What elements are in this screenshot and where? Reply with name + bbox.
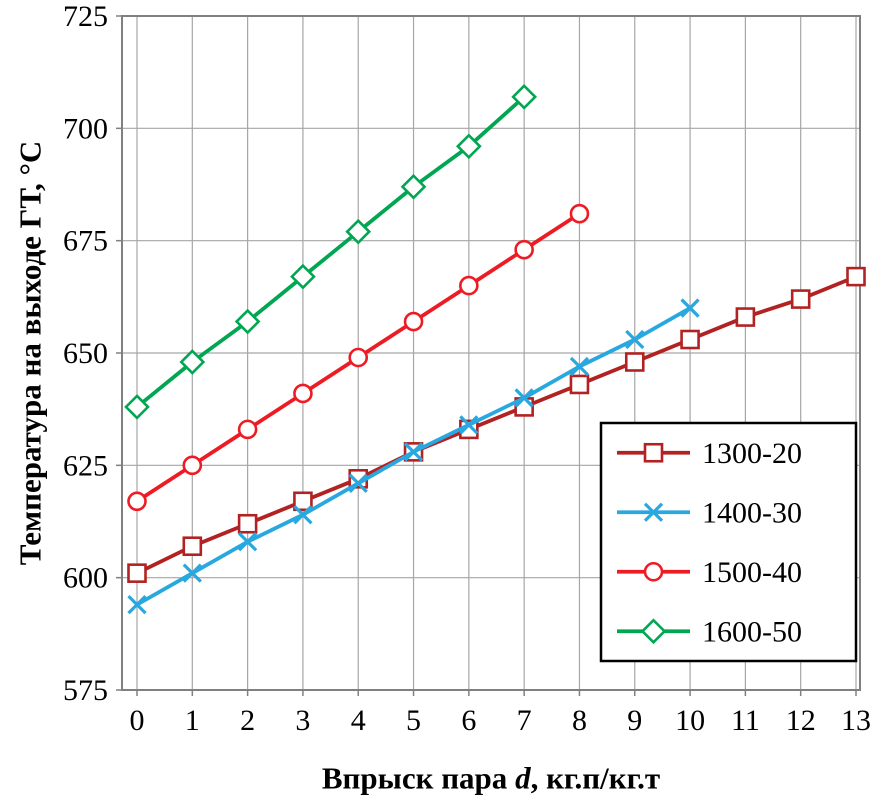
marker-x [514, 388, 534, 408]
y-tick-label: 600 [63, 562, 108, 595]
marker-x [182, 563, 202, 583]
x-tick-label: 5 [406, 704, 421, 737]
legend-label: 1300-20 [702, 437, 802, 470]
marker-x [625, 329, 645, 350]
marker-square [127, 563, 147, 583]
x-tick-label: 11 [731, 704, 760, 737]
marker-diamond [124, 394, 150, 420]
x-tick-label: 9 [627, 704, 642, 737]
x-tick-label: 8 [572, 704, 587, 737]
x-axis-title: Впрыск пара d, кг.п/кг.т [322, 763, 660, 794]
marker-diamond [234, 308, 261, 335]
marker-square [846, 266, 866, 287]
marker-x [348, 473, 368, 493]
y-tick-label: 675 [63, 225, 108, 258]
marker-circle [127, 491, 147, 512]
marker-x [293, 505, 313, 525]
legend-label: 1500-40 [702, 556, 802, 589]
y-tick-label: 700 [63, 112, 108, 145]
x-tick-label: 6 [461, 704, 476, 737]
x-axis-title-prefix: Впрыск пара [321, 760, 516, 796]
legend-item-1600-50: 1600-50 [617, 615, 802, 648]
marker-square [735, 307, 756, 327]
marker-square [643, 442, 664, 463]
x-tick-label: 13 [841, 704, 871, 737]
marker-circle [237, 419, 258, 440]
y-tick-label: 650 [63, 337, 108, 370]
x-tick-label: 12 [786, 704, 816, 737]
x-tick-label: 10 [675, 704, 705, 737]
marker-x [127, 594, 147, 615]
marker-square [569, 374, 590, 395]
series-1300-20 [127, 266, 866, 583]
marker-square [293, 491, 313, 512]
marker-circle [293, 383, 313, 404]
marker-circle [643, 561, 664, 582]
x-axis-title-suffix: , кг.п/кг.т [530, 760, 661, 796]
x-axis-title-variable: d [515, 760, 531, 796]
marker-diamond [511, 84, 537, 110]
marker-circle [514, 239, 534, 260]
marker-diamond [456, 133, 482, 160]
marker-x [403, 442, 424, 462]
marker-circle [459, 275, 479, 296]
marker-square [182, 536, 203, 557]
y-tick-label: 625 [63, 449, 108, 482]
marker-square [680, 329, 700, 350]
series-line [135, 94, 527, 409]
series-1600-50 [124, 84, 537, 420]
marker-diamond [345, 218, 372, 245]
x-tick-label: 3 [295, 704, 310, 737]
x-tick-label: 2 [240, 704, 255, 737]
marker-circle [182, 455, 203, 476]
x-tick-label: 0 [130, 704, 145, 737]
marker-circle [348, 347, 369, 368]
marker-x [237, 532, 258, 552]
marker-x [680, 298, 700, 318]
y-tick-label: 725 [63, 0, 108, 33]
marker-diamond [179, 349, 206, 375]
series-1500-40 [127, 203, 590, 512]
legend-item-1400-30: 1400-30 [617, 496, 802, 529]
marker-circle [569, 203, 590, 224]
marker-x [459, 415, 479, 435]
y-axis-title: Температура на выходе ГТ, °С [12, 140, 48, 566]
legend-item-1300-20: 1300-20 [617, 437, 802, 470]
legend-box [599, 421, 858, 663]
x-tick-label: 4 [351, 704, 366, 737]
marker-square [624, 352, 645, 372]
legend-label: 1600-50 [702, 615, 802, 648]
legend: 1300-20 1400-30 1500-40 1600-50 [599, 421, 858, 663]
marker-diamond [640, 618, 667, 645]
marker-x [643, 502, 664, 522]
marker-diamond [290, 263, 316, 290]
legend-label: 1400-30 [702, 496, 802, 529]
marker-square [237, 513, 258, 534]
series-1400-30 [127, 298, 700, 615]
marker-circle [403, 311, 424, 332]
marker-square [790, 289, 811, 309]
marker-x [569, 356, 590, 377]
marker-diamond [400, 173, 427, 200]
y-tick-label: 575 [63, 674, 108, 707]
x-tick-label: 1 [185, 704, 200, 737]
x-tick-label: 7 [517, 704, 532, 737]
legend-item-1500-40: 1500-40 [617, 556, 802, 589]
